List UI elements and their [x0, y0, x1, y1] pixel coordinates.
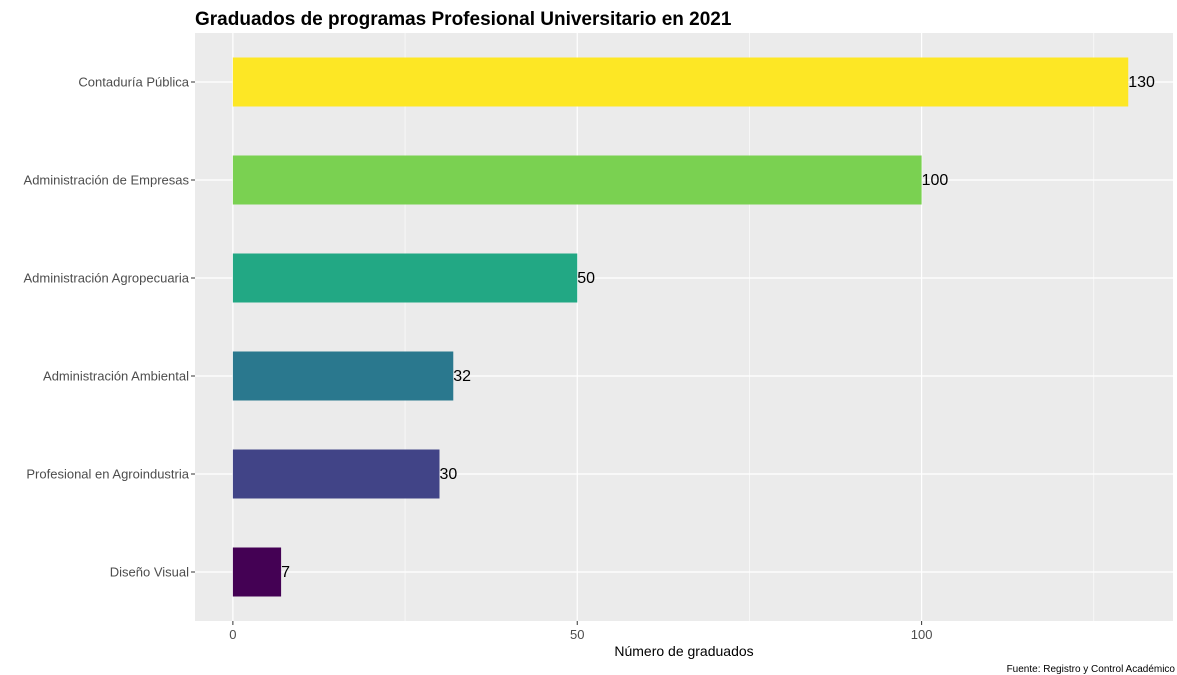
- bar: [232, 449, 440, 499]
- x-tick-label: 100: [911, 627, 933, 642]
- x-tick-label: 0: [229, 627, 236, 642]
- chart-title: Graduados de programas Profesional Unive…: [195, 9, 732, 30]
- data-label: 130: [1128, 74, 1155, 91]
- data-label: 7: [281, 564, 290, 581]
- bars: [232, 57, 1129, 597]
- data-label: 50: [577, 270, 595, 287]
- y-tick-label: Diseño Visual: [110, 565, 189, 580]
- y-tick-label: Administración de Empresas: [24, 173, 190, 188]
- bar: [232, 253, 578, 303]
- bar: [232, 57, 1129, 107]
- y-tick-label: Administración Agropecuaria: [24, 271, 190, 286]
- data-label: 30: [440, 466, 458, 483]
- data-labels: 130 100 50 32 30 7: [281, 74, 1155, 581]
- caption: Fuente: Registro y Control Académico: [1007, 664, 1176, 675]
- y-tick-label: Administración Ambiental: [43, 369, 189, 384]
- x-tick-label: 50: [570, 627, 584, 642]
- bar: [232, 547, 282, 597]
- bar: [232, 351, 454, 401]
- plot-panel: [195, 33, 1173, 621]
- x-axis-title: Número de graduados: [614, 643, 753, 659]
- bar: [232, 155, 922, 205]
- y-tick-label: Profesional en Agroindustria: [26, 467, 189, 482]
- y-axis: Contaduría Pública Administración de Empr…: [24, 75, 195, 580]
- data-label: 100: [922, 172, 949, 189]
- x-axis: 0 50 100: [229, 621, 932, 642]
- data-label: 32: [453, 368, 471, 385]
- minor-gridlines: [404, 33, 1095, 621]
- y-tick-label: Contaduría Pública: [78, 75, 189, 90]
